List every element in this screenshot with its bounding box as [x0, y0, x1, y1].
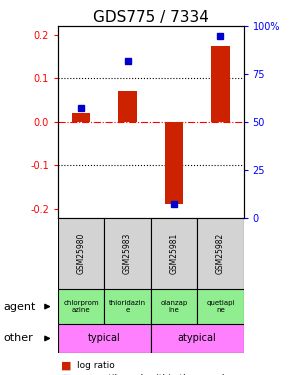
Bar	[165, 122, 183, 204]
Text: ■: ■	[61, 361, 71, 370]
Text: olanzap
ine: olanzap ine	[160, 300, 188, 313]
Text: thioridazin
e: thioridazin e	[109, 300, 146, 313]
Text: agent: agent	[3, 302, 35, 312]
Bar	[118, 92, 137, 122]
Text: quetiapi
ne: quetiapi ne	[206, 300, 235, 313]
Text: typical: typical	[88, 333, 121, 344]
Bar	[72, 113, 90, 122]
Text: ■: ■	[61, 374, 71, 375]
Text: log ratio: log ratio	[77, 361, 115, 370]
Bar	[197, 289, 244, 324]
Text: atypical: atypical	[178, 333, 217, 344]
Bar	[58, 324, 151, 352]
Text: other: other	[3, 333, 33, 344]
Bar	[151, 217, 197, 289]
Bar	[58, 289, 104, 324]
Bar	[104, 289, 151, 324]
Bar	[151, 324, 244, 352]
Bar	[151, 289, 197, 324]
Text: GSM25983: GSM25983	[123, 232, 132, 274]
Text: GSM25982: GSM25982	[216, 232, 225, 274]
Bar	[104, 217, 151, 289]
Bar	[58, 217, 104, 289]
Text: chlorprom
azine: chlorprom azine	[64, 300, 99, 313]
Bar	[211, 46, 230, 122]
Text: GSM25980: GSM25980	[77, 232, 86, 274]
Bar	[197, 217, 244, 289]
Title: GDS775 / 7334: GDS775 / 7334	[93, 10, 209, 25]
Text: GSM25981: GSM25981	[169, 232, 179, 274]
Text: percentile rank within the sample: percentile rank within the sample	[77, 374, 230, 375]
